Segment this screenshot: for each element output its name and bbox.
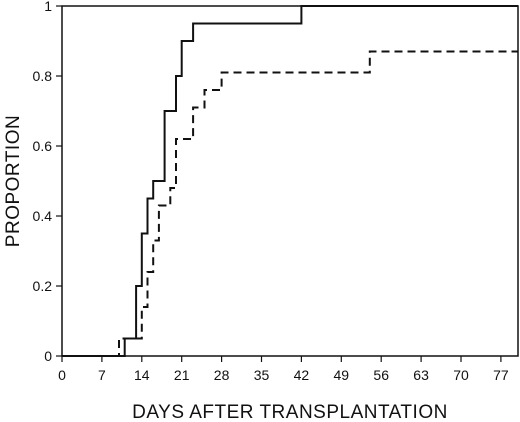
y-tick-label: 0.4: [33, 208, 53, 224]
y-tick-label: 0.2: [33, 278, 53, 294]
x-tick-label: 28: [214, 367, 230, 383]
solid-series-line: [62, 5, 518, 357]
x-tick-label: 0: [58, 367, 66, 383]
dashed-series-line: [62, 50, 518, 357]
x-tick-label: 70: [453, 367, 469, 383]
y-tick-label: 0.8: [33, 68, 53, 84]
y-tick-label: 0: [44, 348, 52, 364]
x-tick-label: 42: [294, 367, 310, 383]
series-layer: [62, 5, 518, 357]
plot-frame: [61, 5, 519, 357]
x-tick-label: 14: [134, 367, 150, 383]
x-tick-label: 7: [98, 367, 106, 383]
x-tick-label: 35: [254, 367, 270, 383]
x-tick-label: 77: [493, 367, 509, 383]
x-tick-label: 63: [413, 367, 429, 383]
y-tick-label: 1: [44, 0, 52, 14]
x-axis-title: DAYS AFTER TRANSPLANTATION: [132, 402, 448, 422]
y-axis: 0 0.2 0.4 0.6 0.8 1: [33, 0, 62, 364]
y-axis-title: PROPORTION: [3, 115, 24, 247]
y-tick-label: 0.6: [33, 138, 53, 154]
x-tick-label: 21: [174, 367, 190, 383]
x-axis: 0 7 14 21 28 35 42 49 56 63 70 77: [58, 356, 509, 383]
x-tick-label: 49: [334, 367, 350, 383]
x-tick-label: 56: [373, 367, 389, 383]
